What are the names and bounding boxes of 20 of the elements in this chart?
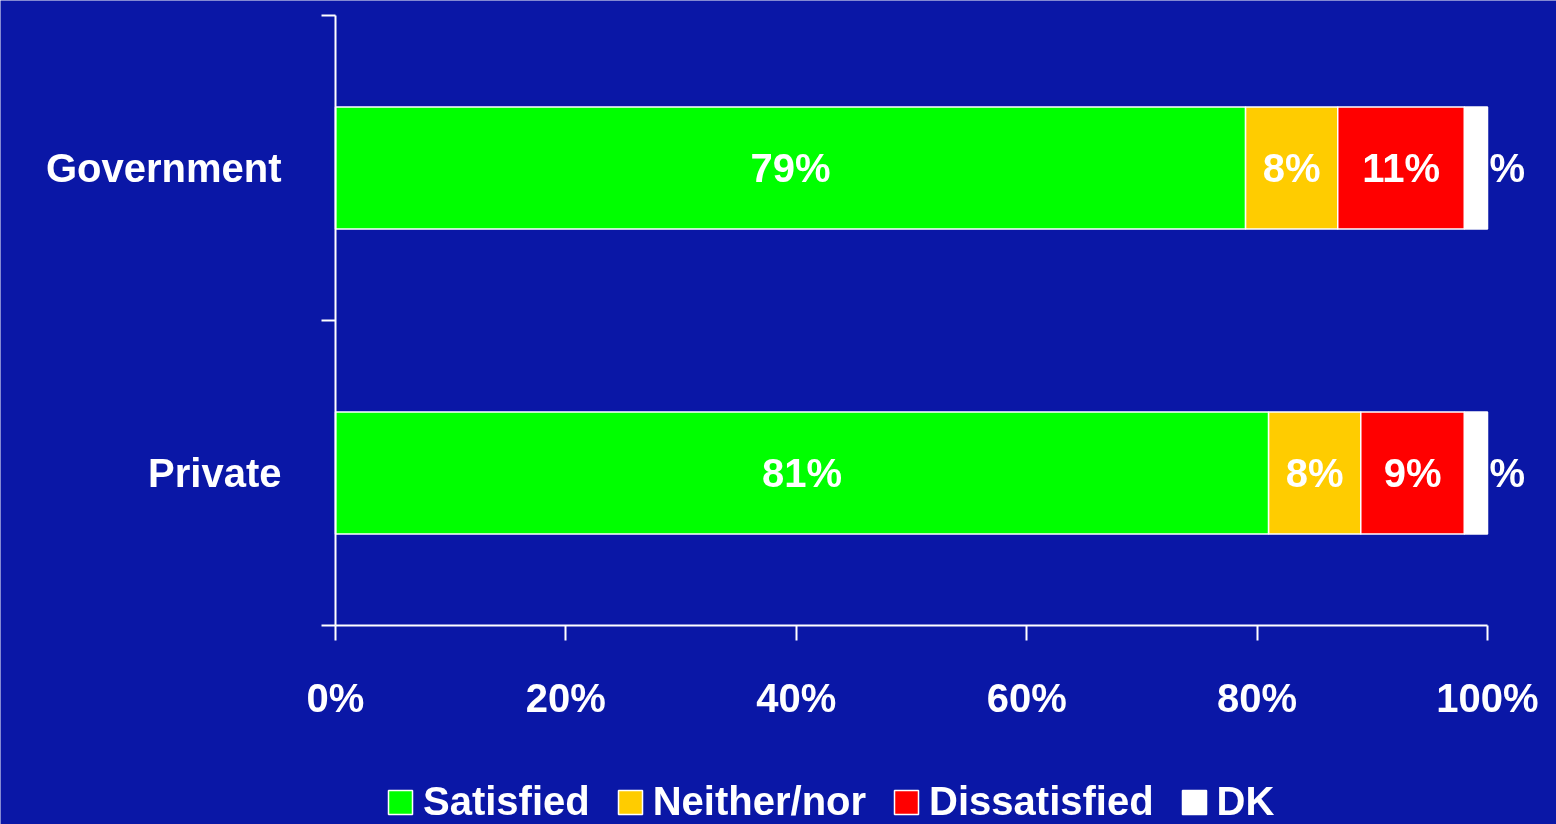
data-label: 79% xyxy=(750,146,831,190)
data-label: 9% xyxy=(1383,451,1442,495)
data-label: 11% xyxy=(1362,146,1441,190)
legend-label: Neither/nor xyxy=(652,779,867,824)
legend-label: Satisfied xyxy=(423,779,590,824)
legend-label: Dissatisfied xyxy=(929,779,1154,824)
data-label: 8% xyxy=(1262,146,1321,190)
y-tick-label: Government xyxy=(45,146,282,190)
data-label: 8% xyxy=(1285,451,1344,495)
x-tick-label: 80% xyxy=(1217,675,1298,720)
x-tick-label: 40% xyxy=(756,675,837,720)
x-tick-label: 0% xyxy=(306,675,365,720)
data-label: % xyxy=(1489,451,1526,495)
y-tick-label: Private xyxy=(148,451,282,495)
data-label: % xyxy=(1489,146,1526,190)
x-tick-label: 20% xyxy=(525,675,606,720)
x-tick-label: 60% xyxy=(986,675,1067,720)
legend-label: DK xyxy=(1216,779,1275,824)
data-label: 81% xyxy=(762,451,843,495)
x-tick-label: 100% xyxy=(1436,675,1539,720)
